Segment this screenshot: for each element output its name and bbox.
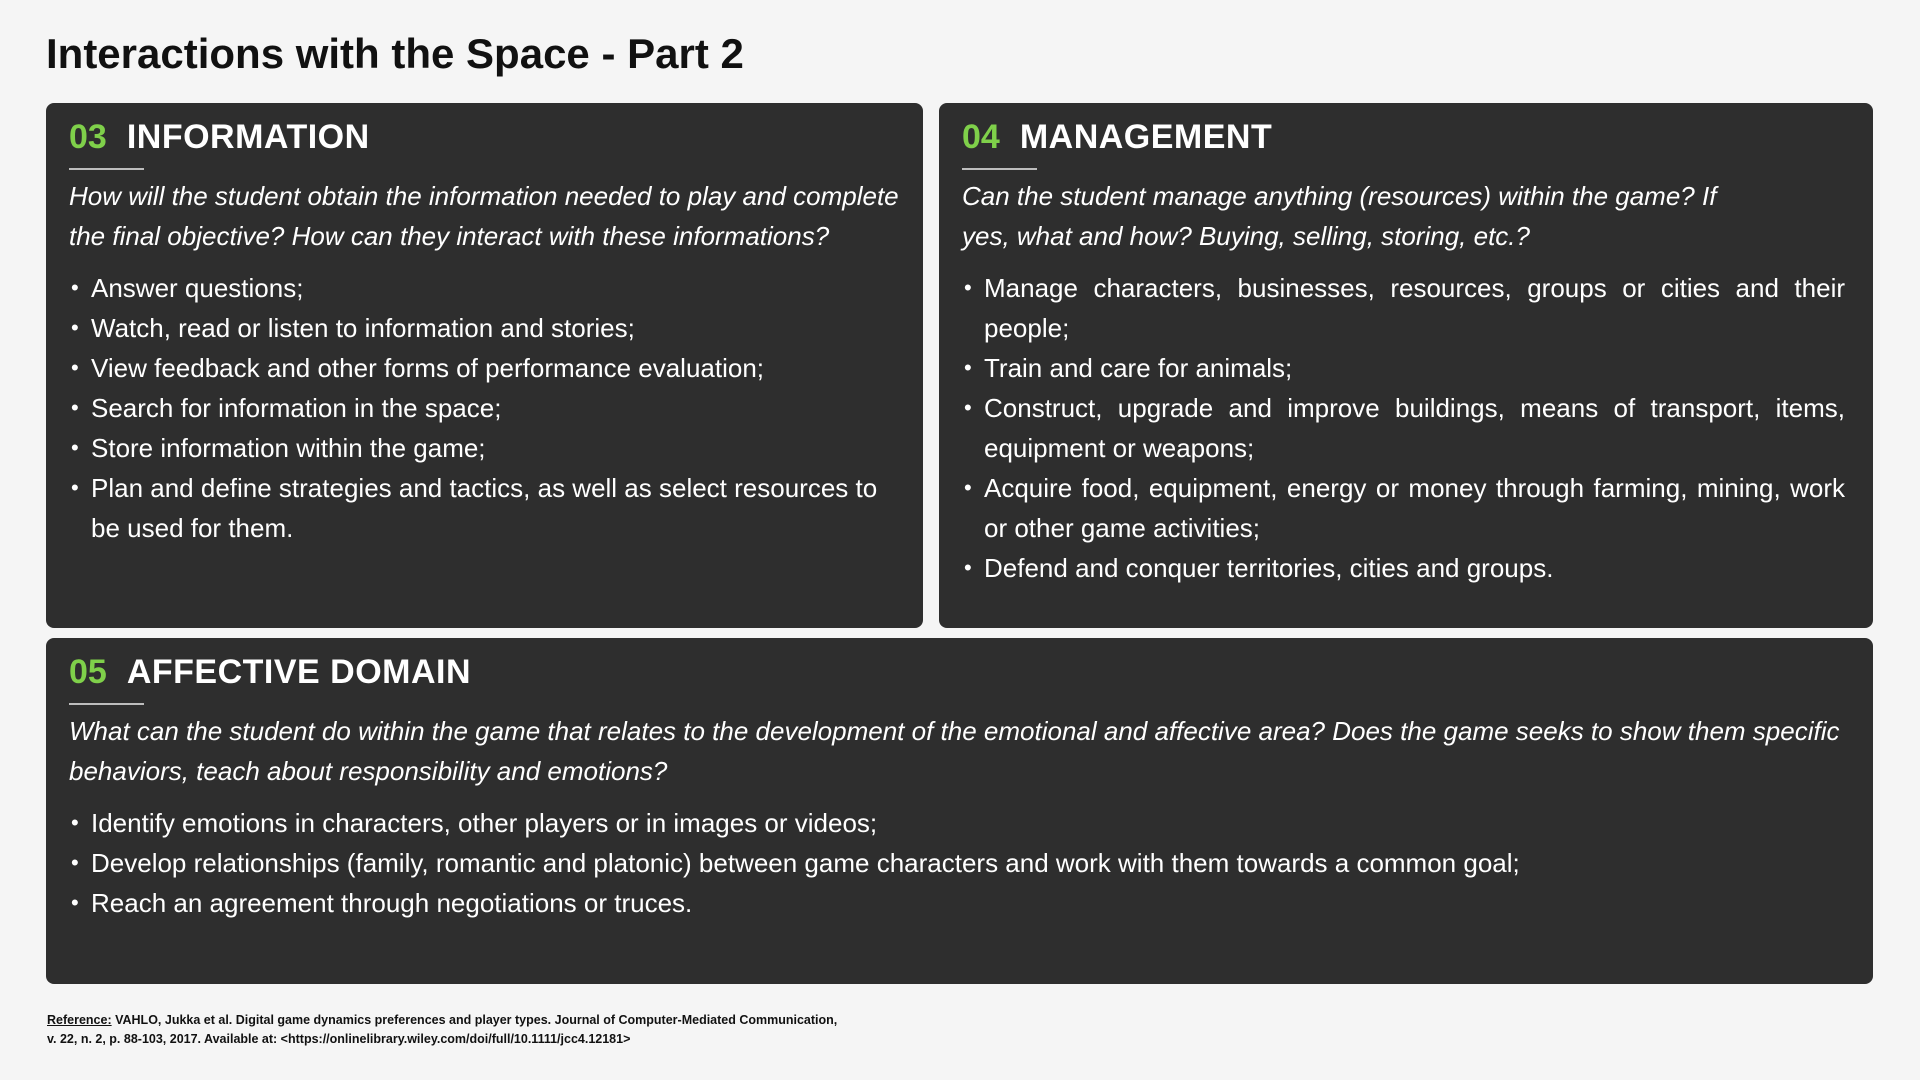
- heading-underline: [69, 703, 144, 705]
- list-item: Construct, upgrade and improve buildings…: [962, 388, 1845, 468]
- list-item: View feedback and other forms of perform…: [69, 348, 903, 388]
- page-title: Interactions with the Space - Part 2: [46, 30, 744, 77]
- section-heading: INFORMATION: [126, 118, 370, 156]
- list-item: Identify emotions in characters, other p…: [69, 803, 1845, 843]
- section-question: What can the student do within the game …: [69, 716, 1840, 786]
- list-item: Train and care for animals;: [962, 348, 1845, 388]
- list-item: Store information within the game;: [69, 428, 903, 468]
- list-item: Defend and conquer territories, cities a…: [962, 548, 1845, 588]
- section-number: 04: [962, 118, 1000, 156]
- list-item: Manage characters, businesses, resources…: [962, 268, 1845, 348]
- panel-header: 05 AFFECTIVE DOMAIN: [69, 650, 1845, 694]
- heading-underline: [69, 168, 144, 170]
- bullet-list: Manage characters, businesses, resources…: [962, 268, 1845, 588]
- reference-text: VAHLO, Jukka et al. Digital game dynamic…: [47, 1013, 838, 1046]
- list-item: Answer questions;: [69, 268, 903, 308]
- list-item: Acquire food, equipment, energy or money…: [962, 468, 1845, 548]
- list-item: Search for information in the space;: [69, 388, 903, 428]
- section-heading: AFFECTIVE DOMAIN: [126, 653, 472, 691]
- reference-label: Reference:: [47, 1013, 112, 1027]
- heading-underline: [962, 168, 1037, 170]
- section-question: Can the student manage anything (resourc…: [962, 181, 1717, 251]
- list-item: Reach an agreement through negotiations …: [69, 883, 1845, 923]
- bullet-list: Identify emotions in characters, other p…: [69, 803, 1845, 923]
- panel-header: 04 MANAGEMENT: [962, 115, 1845, 159]
- section-number: 05: [69, 653, 107, 691]
- section-question: How will the student obtain the informat…: [69, 181, 899, 251]
- list-item: Plan and define strategies and tactics, …: [69, 468, 903, 548]
- section-number: 03: [69, 118, 107, 156]
- panel-affective-domain: 05 AFFECTIVE DOMAIN What can the student…: [46, 638, 1873, 984]
- list-item: Develop relationships (family, romantic …: [69, 843, 1845, 883]
- section-heading: MANAGEMENT: [1019, 118, 1273, 156]
- bullet-list: Answer questions; Watch, read or listen …: [69, 268, 903, 548]
- panel-header: 03 INFORMATION: [69, 115, 903, 159]
- panel-management: 04 MANAGEMENT Can the student manage any…: [939, 103, 1873, 628]
- panel-information: 03 INFORMATION How will the student obta…: [46, 103, 923, 628]
- reference-note: Reference: VAHLO, Jukka et al. Digital g…: [47, 1011, 847, 1049]
- list-item: Watch, read or listen to information and…: [69, 308, 903, 348]
